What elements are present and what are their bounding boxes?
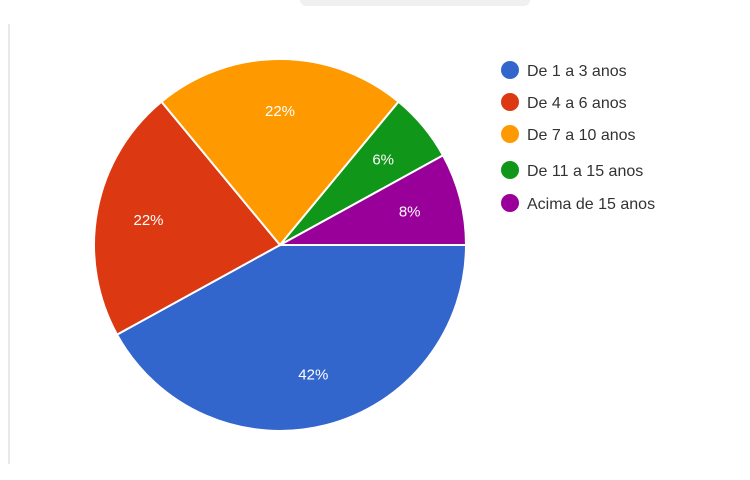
legend-label: De 4 a 6 anos — [527, 95, 627, 112]
legend-item-de-4-a-6-anos[interactable]: De 4 a 6 anos — [501, 93, 627, 112]
legend-label: Acima de 15 anos — [527, 196, 655, 213]
pie-slice-label: 42% — [298, 367, 328, 384]
cropped-header-remnant — [300, 0, 530, 6]
pie-slice-label: 22% — [133, 212, 163, 229]
legend-label: De 11 a 15 anos — [527, 163, 643, 180]
pie-slice-de-1-a-3-anos[interactable] — [115, 244, 468, 432]
legend-item-acima-de-15-anos[interactable]: Acima de 15 anos — [501, 194, 655, 213]
legend-swatch — [501, 194, 519, 212]
legend: De 1 a 3 anos De 4 a 6 anos De 7 a 10 an… — [501, 61, 655, 213]
legend-item-de-1-a-3-anos[interactable]: De 1 a 3 anos — [501, 61, 627, 80]
pie-slice-acima-de-15-anos[interactable] — [279, 154, 468, 246]
pie-slice-label: 8% — [399, 204, 421, 221]
legend-swatch — [501, 93, 519, 111]
legend-label: De 7 a 10 anos — [527, 127, 636, 144]
legend-swatch — [501, 161, 519, 179]
pie-slice-label: 22% — [265, 103, 295, 120]
pie-slice-de-4-a-6-anos[interactable] — [93, 100, 282, 336]
left-border-line — [8, 24, 10, 464]
legend-item-de-7-a-10-anos[interactable]: De 7 a 10 anos — [501, 125, 636, 144]
legend-label: De 1 a 3 anos — [527, 63, 627, 80]
legend-swatch — [501, 61, 519, 79]
pie-slices — [93, 58, 468, 432]
legend-item-de-11-a-15-anos[interactable]: De 11 a 15 anos — [501, 161, 643, 180]
pie-slice-labels: 42% 22% 22% 6% 8% — [133, 103, 420, 384]
legend-swatch — [501, 125, 519, 143]
pie-slice-label: 6% — [372, 152, 394, 169]
pie-slice-de-7-a-10-anos[interactable] — [160, 58, 400, 247]
